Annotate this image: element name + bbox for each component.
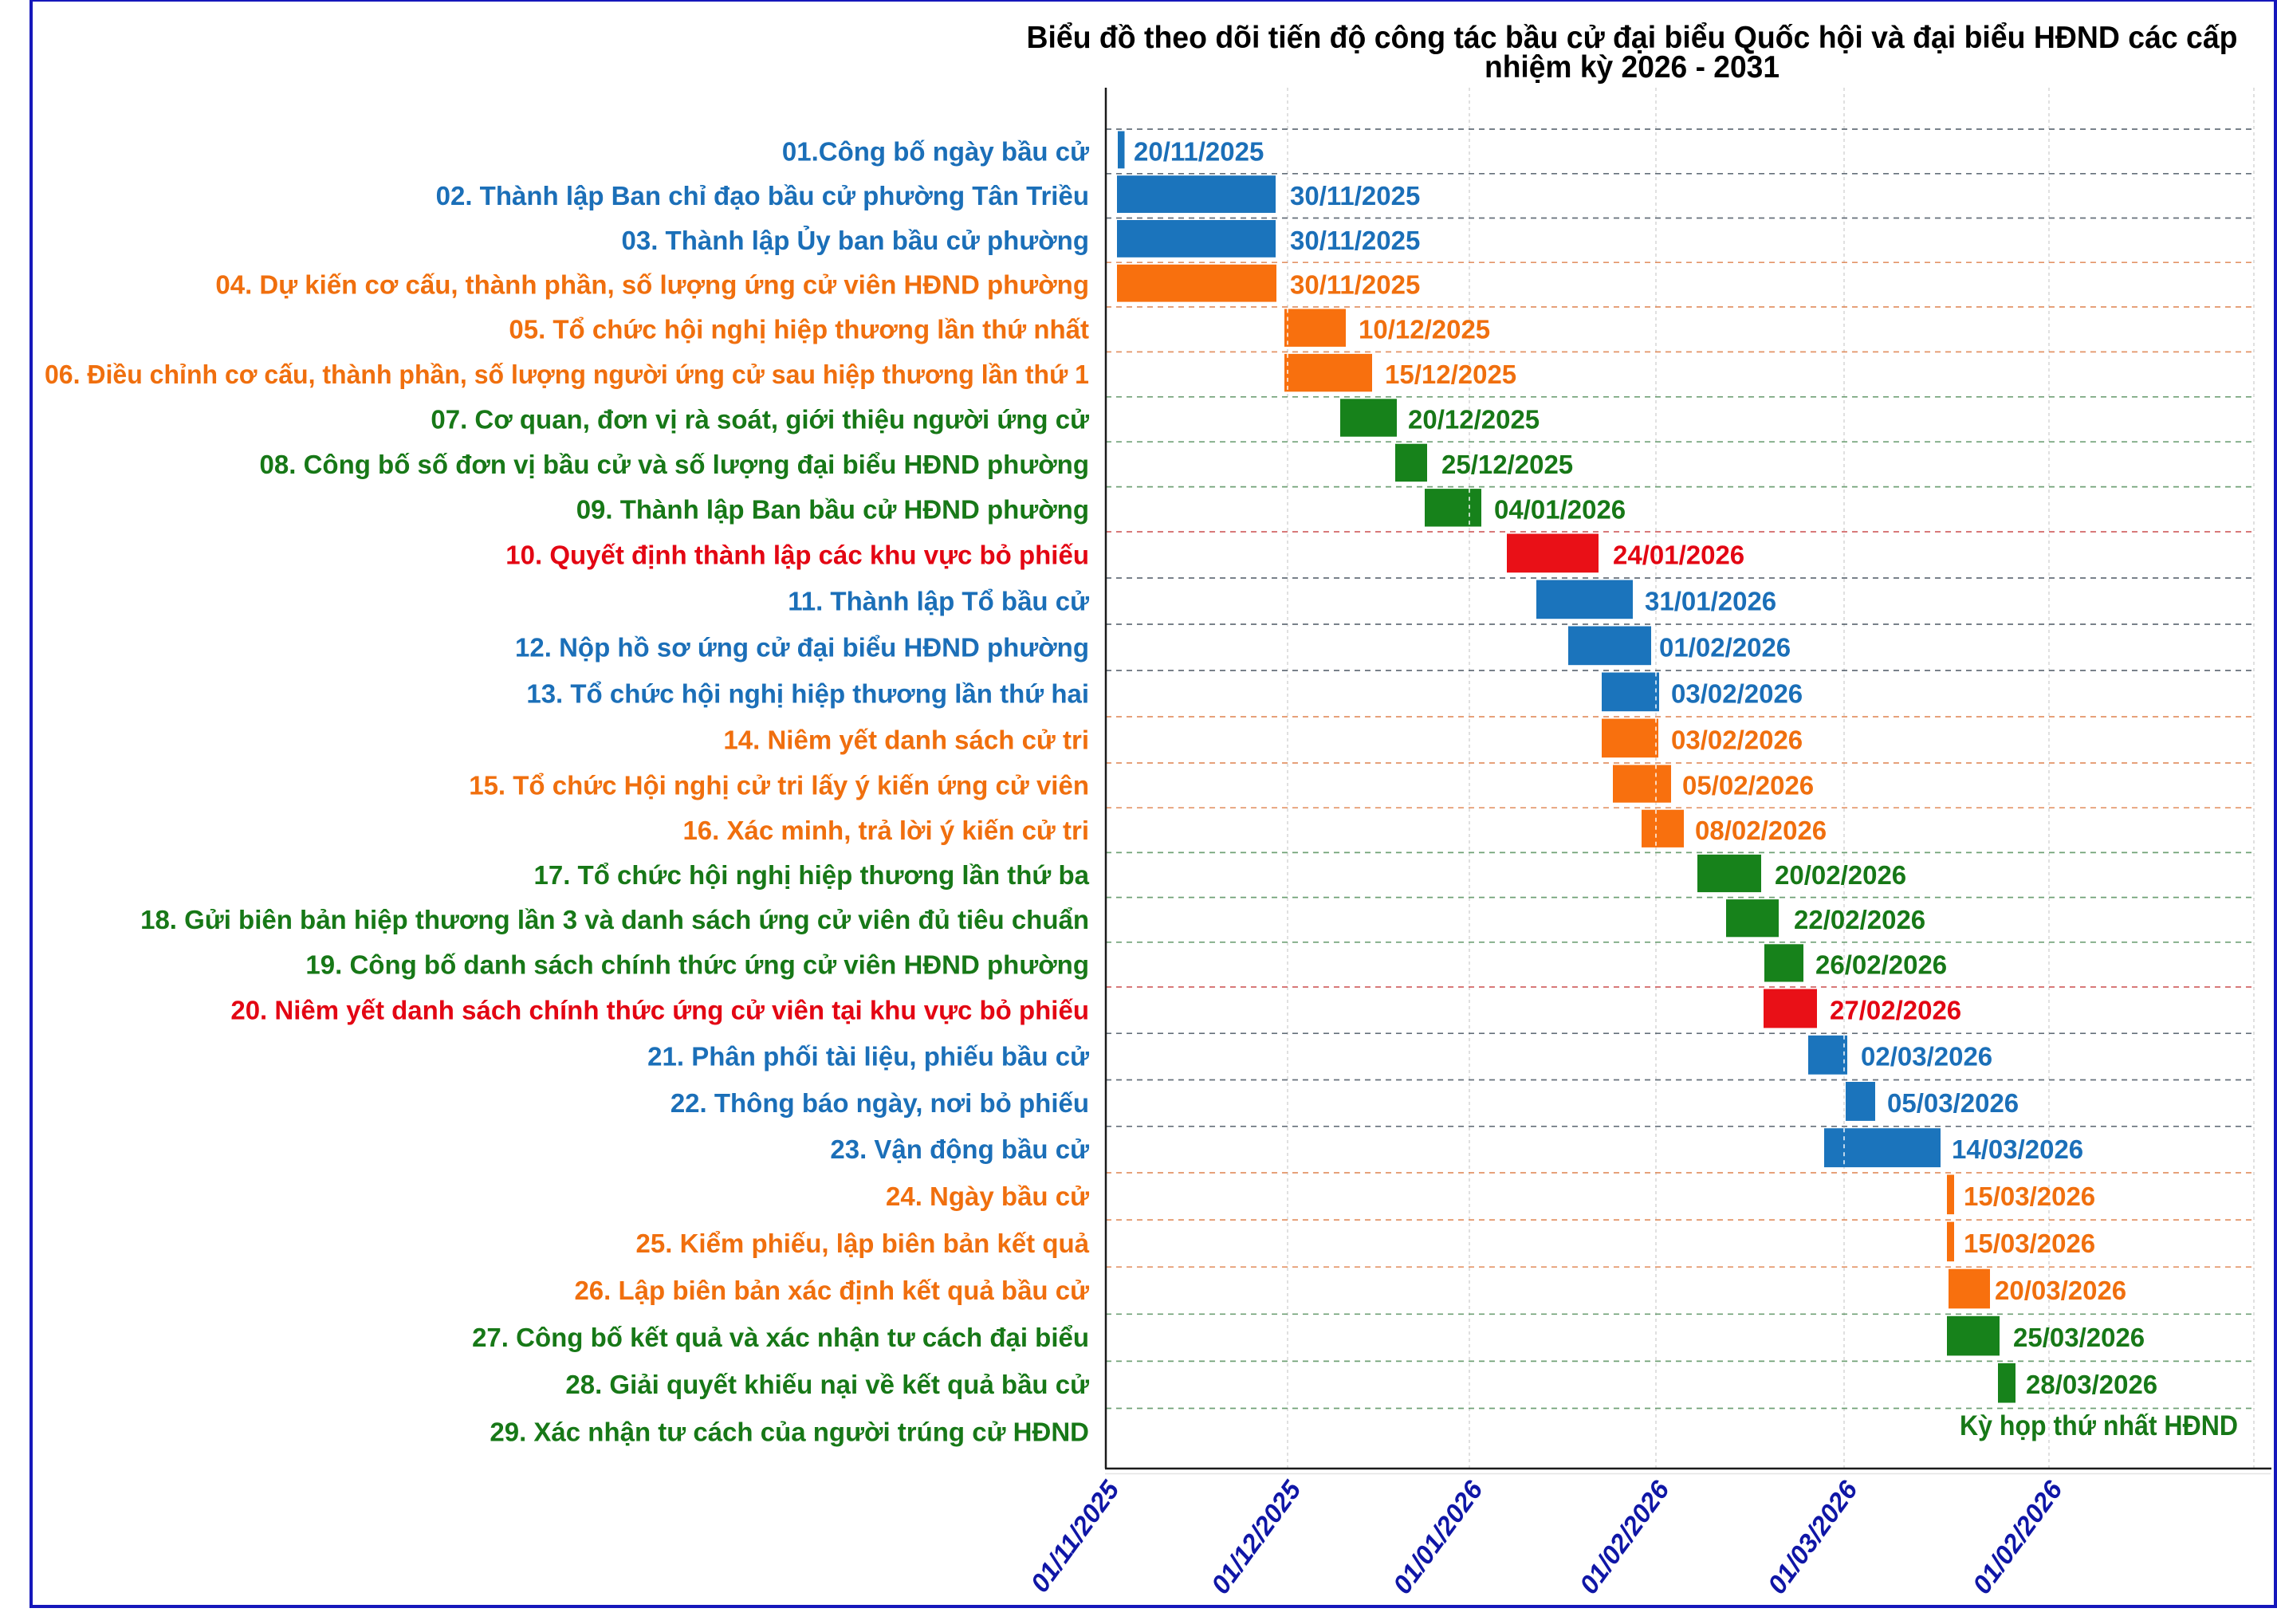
svg-text:20. Niêm yết danh sách chính t: 20. Niêm yết danh sách chính thức ứng cử… [230, 996, 1089, 1025]
svg-text:24/01/2026: 24/01/2026 [1613, 540, 1744, 569]
svg-text:15/03/2026: 15/03/2026 [1964, 1182, 2095, 1211]
svg-text:21. Phân phối tài liệu, phiếu: 21. Phân phối tài liệu, phiếu bầu cử [647, 1042, 1089, 1072]
svg-text:20/11/2025: 20/11/2025 [1134, 136, 1264, 166]
svg-text:05/02/2026: 05/02/2026 [1682, 771, 1814, 800]
svg-text:13. Tổ chức hội nghị hiệp thươ: 13. Tổ chức hội nghị hiệp thương lần thứ… [526, 678, 1089, 708]
svg-text:15. Tổ chức Hội nghị cử tri lấ: 15. Tổ chức Hội nghị cử tri lấy ý kiến ứ… [469, 771, 1089, 800]
svg-text:25. Kiểm phiếu, lập biên bản k: 25. Kiểm phiếu, lập biên bản kết quả [636, 1229, 1090, 1258]
svg-text:19. Công bố danh sách chính th: 19. Công bố danh sách chính thức ứng cử … [305, 950, 1089, 979]
svg-text:01/02/2026: 01/02/2026 [1967, 1475, 2068, 1599]
svg-text:30/11/2025: 30/11/2025 [1290, 226, 1420, 255]
svg-text:01/11/2025: 01/11/2025 [1024, 1475, 1125, 1598]
svg-text:nhiệm kỳ 2026 - 2031: nhiệm kỳ 2026 - 2031 [1485, 50, 1780, 85]
svg-text:15/03/2026: 15/03/2026 [1964, 1229, 2095, 1258]
svg-text:17. Tổ chức hội nghị hiệp thươ: 17. Tổ chức hội nghị hiệp thương lần thứ… [534, 860, 1090, 890]
svg-text:08. Công bố số đơn vị bầu cử v: 08. Công bố số đơn vị bầu cử và số lượng… [260, 450, 1089, 479]
svg-text:22/02/2026: 22/02/2026 [1794, 905, 1925, 934]
svg-text:05. Tổ chức hội nghị hiệp thươ: 05. Tổ chức hội nghị hiệp thương lần thứ… [509, 315, 1089, 344]
svg-text:03. Thành lập Ủy ban bầu cử ph: 03. Thành lập Ủy ban bầu cử phường [622, 226, 1089, 255]
svg-text:01/03/2026: 01/03/2026 [1762, 1475, 1863, 1599]
svg-text:14. Niêm yết danh sách cử tri: 14. Niêm yết danh sách cử tri [723, 725, 1089, 754]
svg-text:01.Công bố ngày bầu cử: 01.Công bố ngày bầu cử [782, 136, 1089, 166]
svg-text:10. Quyết định thành lập các k: 10. Quyết định thành lập các khu vực bỏ … [505, 540, 1089, 569]
svg-text:27. Công bố kết quả và xác nhậ: 27. Công bố kết quả và xác nhận tư cách … [472, 1323, 1089, 1352]
svg-text:22. Thông báo ngày, nơi bỏ phi: 22. Thông báo ngày, nơi bỏ phiếu [671, 1088, 1089, 1118]
svg-text:04/01/2026: 04/01/2026 [1494, 494, 1626, 524]
svg-text:20/03/2026: 20/03/2026 [1995, 1276, 2126, 1305]
svg-text:02/03/2026: 02/03/2026 [1861, 1042, 1992, 1072]
svg-text:30/11/2025: 30/11/2025 [1290, 181, 1420, 210]
svg-text:15/12/2025: 15/12/2025 [1385, 360, 1516, 389]
svg-text:29. Xác nhận tư cách của người: 29. Xác nhận tư cách của người trúng cử … [490, 1417, 1089, 1446]
svg-text:01/01/2026: 01/01/2026 [1387, 1475, 1489, 1599]
svg-text:12. Nộp hồ sơ ứng cử đại biểu: 12. Nộp hồ sơ ứng cử đại biểu HĐND phườn… [515, 632, 1089, 662]
svg-text:26. Lập biên bản xác định kết: 26. Lập biên bản xác định kết quả bầu cử [574, 1276, 1089, 1305]
svg-text:Kỳ họp thứ nhất HĐND: Kỳ họp thứ nhất HĐND [1960, 1410, 2238, 1441]
svg-text:10/12/2025: 10/12/2025 [1359, 315, 1490, 344]
svg-text:16. Xác minh, trả lời ý kiến c: 16. Xác minh, trả lời ý kiến cử tri [682, 816, 1089, 845]
svg-text:07. Cơ quan, đơn vị rà soát, g: 07. Cơ quan, đơn vị rà soát, giới thiệu … [431, 405, 1089, 435]
svg-text:20/02/2026: 20/02/2026 [1775, 860, 1906, 890]
svg-text:Biểu đồ theo dõi tiến độ công: Biểu đồ theo dõi tiến độ công tác bầu cử… [1027, 21, 2238, 55]
svg-text:18. Gửi biên bản hiệp thương l: 18. Gửi biên bản hiệp thương lần 3 và da… [140, 905, 1089, 934]
svg-text:28. Giải quyết khiếu nại về kế: 28. Giải quyết khiếu nại về kết quả bầu … [565, 1370, 1089, 1399]
svg-text:24. Ngày bầu cử: 24. Ngày bầu cử [886, 1182, 1089, 1211]
svg-text:23. Vận động bầu cử: 23. Vận động bầu cử [830, 1134, 1089, 1164]
svg-text:04. Dự kiến cơ cấu, thành phần: 04. Dự kiến cơ cấu, thành phần, số lượng… [215, 270, 1089, 300]
svg-text:25/03/2026: 25/03/2026 [2013, 1323, 2145, 1352]
svg-text:02. Thành lập Ban chỉ đạo bầu: 02. Thành lập Ban chỉ đạo bầu cử phường … [436, 181, 1089, 210]
svg-text:28/03/2026: 28/03/2026 [2026, 1370, 2157, 1399]
svg-text:01/02/2026: 01/02/2026 [1574, 1475, 1675, 1599]
svg-text:30/11/2025: 30/11/2025 [1290, 270, 1420, 300]
svg-text:20/12/2025: 20/12/2025 [1408, 405, 1540, 435]
svg-text:01/12/2025: 01/12/2025 [1205, 1475, 1307, 1599]
svg-text:27/02/2026: 27/02/2026 [1830, 996, 1961, 1025]
svg-text:11. Thành lập Tổ bầu cử: 11. Thành lập Tổ bầu cử [788, 586, 1089, 615]
svg-text:31/01/2026: 31/01/2026 [1645, 586, 1776, 615]
svg-text:09. Thành lập Ban bầu cử HĐND: 09. Thành lập Ban bầu cử HĐND phường [576, 494, 1089, 524]
svg-text:01/02/2026: 01/02/2026 [1659, 632, 1791, 662]
svg-text:03/02/2026: 03/02/2026 [1671, 725, 1803, 754]
svg-text:14/03/2026: 14/03/2026 [1952, 1134, 2083, 1164]
svg-text:08/02/2026: 08/02/2026 [1695, 816, 1827, 845]
svg-text:26/02/2026: 26/02/2026 [1815, 950, 1947, 979]
svg-text:03/02/2026: 03/02/2026 [1671, 678, 1803, 708]
svg-text:06. Điều chỉnh cơ cấu, thành p: 06. Điều chỉnh cơ cấu, thành phần, số lư… [45, 360, 1089, 389]
svg-text:25/12/2025: 25/12/2025 [1441, 450, 1573, 479]
svg-text:05/03/2026: 05/03/2026 [1887, 1088, 2019, 1118]
